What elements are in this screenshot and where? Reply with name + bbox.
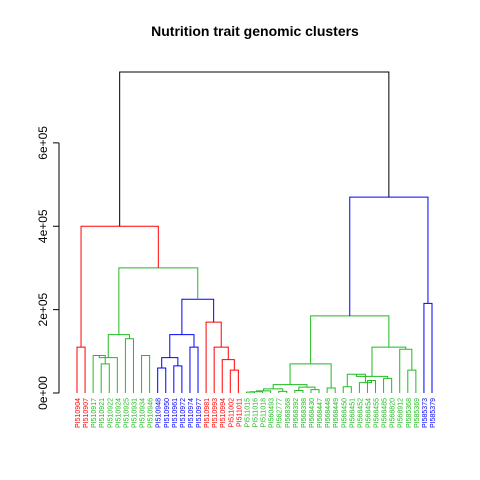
dendrogram-merge [92,354,106,393]
dendrogram-merge [119,71,390,227]
dendrogram-merge [407,369,417,393]
dendrogram-merge [383,377,393,393]
leaf-label: PI510922 [107,398,114,428]
leaf-label: PI510974 [188,398,195,428]
leaf-label: PI585369 [414,398,421,428]
dendrogram-merge [399,348,413,393]
leaf-label: PI568485 [382,398,389,428]
dendrogram-merge [124,338,134,393]
dendrogram-merge [100,363,110,393]
leaf-label: PI510904 [75,398,82,428]
dendrogram-merge [349,196,429,316]
dendrogram-tree [76,71,433,393]
dendrogram-merge [181,298,215,335]
dendrogram-merge [213,346,229,393]
dendrogram-merge [221,359,235,393]
dendrogram-merge [173,365,183,393]
y-tick-label: 4e+05 [36,209,50,243]
y-tick-label: 0e+00 [36,376,50,410]
dendrogram-merge [423,302,433,393]
leaf-label: PI568450 [341,398,348,428]
leaf-label: PI560493 [269,398,276,428]
dendrogram-merge [310,389,320,393]
leaf-label: PI511018 [261,398,268,428]
leaf-label: PI511016 [253,398,260,428]
dendrogram-merge [141,354,151,393]
dendrogram-merge [205,321,222,393]
dendrogram-merge [342,386,352,393]
leaf-label: PI585368 [406,398,413,428]
leaf-label: PI510981 [204,398,211,428]
dendrogram-merge [366,379,377,393]
leaf-label: PI568820 [390,398,397,428]
dendrogram-merge [245,391,255,393]
leaf-label: PI585379 [430,398,437,428]
leaf-label: PI510946 [148,398,155,428]
dendrogram-merge [107,334,130,358]
leaf-label: PI510948 [156,398,163,428]
dendrogram-merge [161,357,179,368]
dendrogram-merge [355,374,389,379]
y-tick-label: 6e+05 [36,126,50,160]
leaf-label: PI510977 [196,398,203,428]
leaf-label: PI568451 [349,398,356,428]
leaf-label: PI568430 [309,398,316,428]
leaf-label: PI510924 [115,398,122,428]
dendrogram-merge [358,380,372,393]
leaf-label: PI568912 [398,398,405,428]
leaf-label: PI568398 [301,398,308,428]
leaf-label: PI510993 [212,398,219,428]
dendrogram-merge [371,346,407,377]
leaf-labels: PI510904 PI510907 PI510917 PI510921 PI510922… [75,398,437,428]
leaf-label: PI568449 [333,398,340,428]
chart-title: Nutrition trait genomic clusters [151,23,359,39]
leaf-label: PI511015 [244,398,251,428]
leaf-label: PI568392 [293,398,300,428]
leaf-label: PI568447 [317,398,324,428]
leaf-label: PI511011 [236,398,243,427]
dendrogram-merge [118,267,199,335]
leaf-label: PI510931 [131,398,138,428]
leaf-label: PI510907 [83,398,90,428]
leaf-label: PI510950 [164,398,171,428]
dendrogram-merge [98,355,118,393]
leaf-label: PI510917 [91,398,98,428]
leaf-label: PI510972 [180,398,187,428]
y-tick-label: 2e+05 [36,292,50,326]
leaf-label: PI510961 [172,398,179,428]
dendrogram-merge [294,389,304,393]
leaf-label: PI511002 [228,398,235,428]
dendrogram-merge [80,225,159,348]
leaf-label: PI510994 [220,398,227,428]
leaf-label: PI510921 [99,398,106,428]
leaf-label: PI510925 [123,398,130,428]
y-axis: 0e+00 2e+05 4e+05 6e+05 [36,126,60,410]
dendrogram-merge [298,386,316,391]
leaf-label: PI562777 [277,398,284,428]
dendrogram-merge [326,387,336,393]
leaf-label: PI568448 [325,398,332,428]
leaf-label: PI568454 [365,398,372,428]
dendrogram-merge [278,390,288,393]
leaf-label: PI510934 [140,398,147,428]
leaf-label: PI568455 [374,398,381,428]
dendrogram-merge [157,367,167,393]
dendrogram-merge [346,373,366,387]
dendrogram-merge [76,346,86,393]
leaf-label: PI568452 [357,398,364,428]
dendrogram-merge [256,390,272,393]
leaf-label: PI585373 [422,398,429,428]
leaf-label: PI568368 [285,398,292,428]
dendrogram-merge [310,315,390,364]
dendrogram-merge [229,369,239,393]
dendrogram-merge [189,346,199,393]
